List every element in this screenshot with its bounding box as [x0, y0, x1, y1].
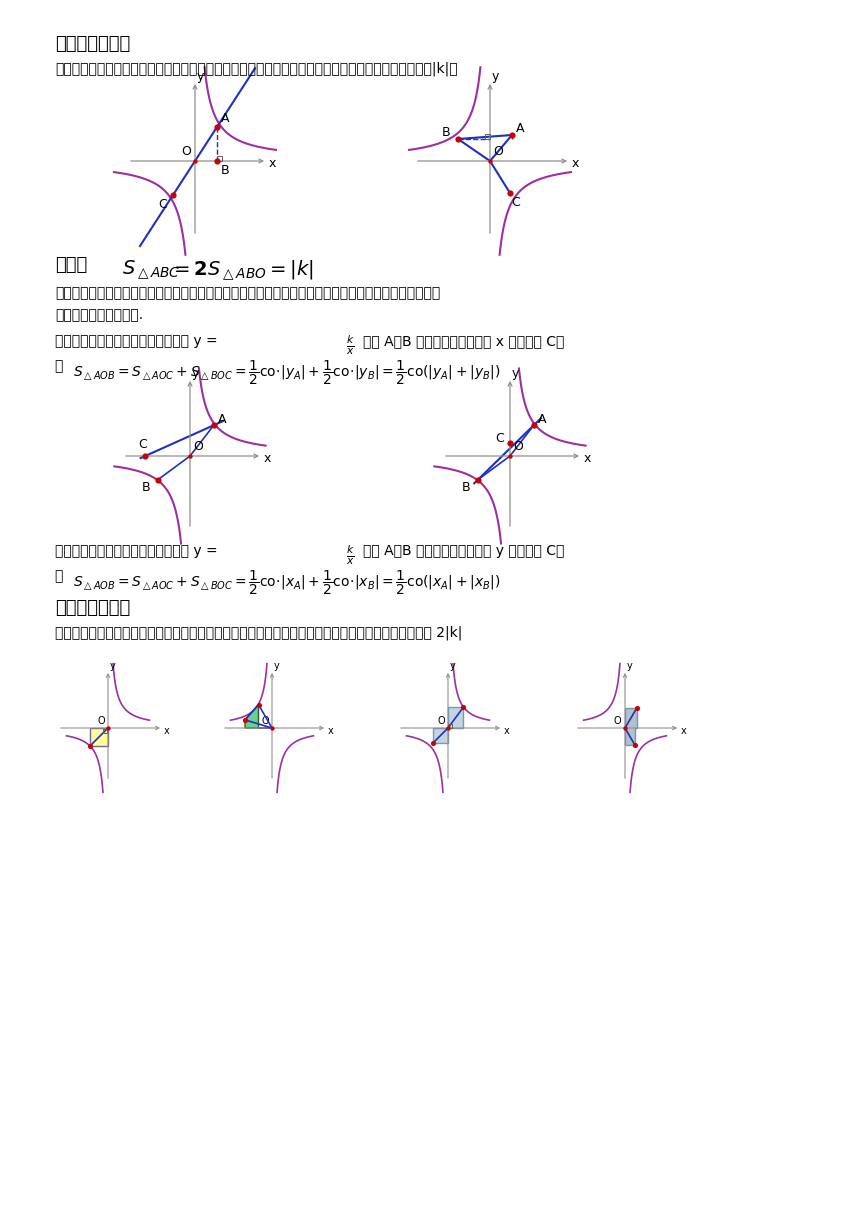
Bar — [217, 156, 222, 161]
Text: y: y — [492, 71, 500, 83]
Text: A: A — [516, 122, 525, 135]
Text: y: y — [274, 662, 280, 671]
Text: 则: 则 — [55, 569, 68, 582]
Text: x: x — [504, 726, 510, 736]
Bar — [485, 134, 490, 139]
Text: O: O — [513, 440, 523, 454]
Polygon shape — [433, 728, 448, 743]
Text: $=\mathbf{2}S_{\triangle ABO}=|k|$: $=\mathbf{2}S_{\triangle ABO}=|k|$ — [170, 258, 314, 282]
Text: $\frac{k}{x}$: $\frac{k}{x}$ — [346, 544, 355, 568]
Text: O: O — [493, 145, 503, 158]
Point — [183, 446, 197, 466]
Point — [210, 117, 224, 136]
Point — [210, 151, 224, 170]
Polygon shape — [448, 708, 464, 728]
Text: x: x — [572, 157, 580, 170]
Text: x: x — [584, 452, 592, 465]
Text: 【模型结论】反比例函数与正比例函数图象的交点及由交点向坐标轴所作两条垂线围成的图形面积等于 2|k|: 【模型结论】反比例函数与正比例函数图象的交点及由交点向坐标轴所作两条垂线围成的图… — [55, 626, 463, 641]
Text: x: x — [681, 726, 687, 736]
Text: y: y — [192, 367, 200, 379]
Point — [441, 719, 455, 738]
Text: x: x — [264, 452, 272, 465]
Text: O: O — [261, 716, 268, 726]
Text: 交于 A、B 两点，且一次函数与 x 轴交于点 C，: 交于 A、B 两点，且一次函数与 x 轴交于点 C， — [363, 334, 564, 348]
Polygon shape — [245, 704, 272, 728]
Point — [138, 446, 152, 466]
Text: 的两个三角形面积之和.: 的两个三角形面积之和. — [55, 308, 143, 322]
Text: y: y — [450, 662, 456, 671]
Text: A: A — [218, 412, 226, 426]
Point — [471, 471, 485, 490]
Point — [628, 736, 642, 755]
Text: C: C — [158, 197, 168, 210]
Text: O: O — [97, 716, 105, 726]
Text: 三、两点一垂线: 三、两点一垂线 — [55, 35, 130, 54]
Text: y: y — [627, 662, 633, 671]
Point — [618, 719, 632, 738]
Text: A: A — [221, 113, 230, 125]
Point — [265, 719, 279, 738]
Text: C: C — [495, 432, 504, 445]
Point — [503, 434, 517, 454]
Point — [483, 151, 497, 170]
Point — [426, 733, 439, 753]
Polygon shape — [90, 728, 108, 745]
Text: $S_{\triangle AOB}=S_{\triangle AOC}+S_{\triangle BOC}=\dfrac{1}{2}\mathrm{co}\!: $S_{\triangle AOB}=S_{\triangle AOC}+S_{… — [73, 359, 501, 388]
Text: 交于 A、B 两点，且一次函数与 y 轴交于点 C，: 交于 A、B 两点，且一次函数与 y 轴交于点 C， — [363, 544, 564, 558]
Bar — [448, 724, 452, 728]
Bar — [103, 730, 107, 733]
Text: y: y — [197, 71, 205, 83]
Text: A: A — [538, 412, 546, 426]
Point — [101, 719, 115, 738]
Text: y: y — [512, 367, 519, 379]
Text: O: O — [181, 145, 191, 158]
Text: B: B — [142, 482, 150, 494]
Point — [503, 184, 517, 203]
Text: O: O — [193, 440, 203, 454]
Text: B: B — [221, 164, 230, 178]
Point — [252, 694, 266, 714]
Point — [150, 471, 164, 490]
Text: 则: 则 — [55, 359, 68, 373]
Point — [457, 698, 470, 717]
Text: x: x — [269, 157, 276, 170]
Text: O: O — [614, 716, 622, 726]
Text: 如右图，已知一次函数与反比例函数 y =: 如右图，已知一次函数与反比例函数 y = — [55, 544, 222, 558]
Text: 如左图，已知一次函数与反比例函数 y =: 如左图，已知一次函数与反比例函数 y = — [55, 334, 222, 348]
Text: y: y — [110, 662, 116, 671]
Text: O: O — [437, 716, 445, 726]
Point — [452, 129, 465, 148]
Text: $S_{\triangle ABC}$: $S_{\triangle ABC}$ — [122, 258, 181, 281]
Text: $S_{\triangle AOB}=S_{\triangle AOC}+S_{\triangle BOC}=\dfrac{1}{2}\mathrm{co}\!: $S_{\triangle AOB}=S_{\triangle AOC}+S_{… — [73, 569, 501, 597]
Point — [503, 446, 517, 466]
Text: $\frac{k}{x}$: $\frac{k}{x}$ — [346, 334, 355, 358]
Point — [505, 125, 519, 145]
Point — [83, 736, 97, 755]
Text: 结论：: 结论： — [55, 257, 87, 274]
Text: 【模型结论二】反比例函数与一次函数图象的交点及坐标轴上任一点构成三角形的面积，等于坐标轴所分: 【模型结论二】反比例函数与一次函数图象的交点及坐标轴上任一点构成三角形的面积，等… — [55, 286, 440, 300]
Text: C: C — [512, 196, 520, 208]
Text: B: B — [442, 125, 451, 139]
Text: B: B — [462, 482, 470, 494]
Point — [630, 698, 643, 717]
Point — [207, 416, 221, 435]
Text: C: C — [138, 439, 146, 451]
Point — [527, 416, 541, 435]
Text: x: x — [164, 726, 169, 736]
Point — [188, 151, 202, 170]
Text: 四、两点两垂线: 四、两点两垂线 — [55, 599, 130, 617]
Polygon shape — [625, 708, 636, 745]
Point — [166, 185, 180, 204]
Text: 【模型结论一】反比例函数与正比例函数图象的交点及由交点向坐标轴所作垂线围成的三角形面积等于|k|，: 【模型结论一】反比例函数与正比例函数图象的交点及由交点向坐标轴所作垂线围成的三角… — [55, 61, 458, 75]
Point — [238, 710, 252, 730]
Text: x: x — [328, 726, 334, 736]
